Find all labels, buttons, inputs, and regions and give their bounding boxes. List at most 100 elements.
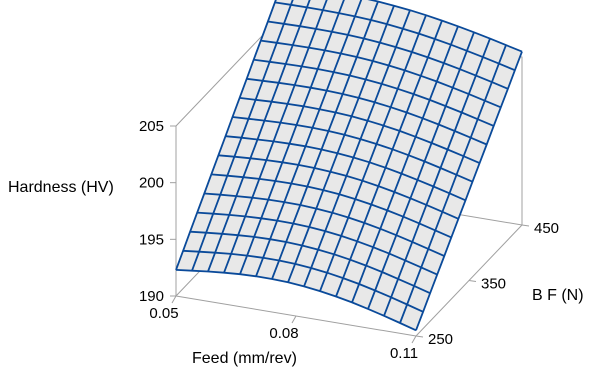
surface-cell (482, 38, 506, 64)
mesh-line-feed (190, 230, 431, 295)
surface-cell (407, 285, 431, 312)
mesh-line-feed (246, 77, 488, 146)
mesh-line-feed (175, 269, 417, 332)
surface-cell (405, 241, 429, 268)
surface-cell (384, 297, 408, 323)
surface-cell (466, 32, 490, 58)
surface-cell (412, 223, 436, 249)
y-tick-mark (521, 224, 530, 227)
surface-cell (454, 112, 478, 138)
surface-cell (433, 168, 457, 194)
surface-cell (442, 193, 466, 219)
surface-cell (410, 179, 434, 205)
surface-cell (463, 137, 487, 164)
surface-cell (413, 75, 437, 100)
mesh-line-bf (383, 38, 491, 317)
mesh-line-feed (211, 173, 452, 239)
surface-cell (435, 211, 459, 238)
surface-cell (470, 119, 494, 145)
mesh-line-bf (255, 0, 363, 277)
surface-cell (436, 63, 460, 88)
surface-cell (408, 136, 432, 162)
surface-cell (429, 81, 453, 107)
surface-cell (440, 149, 464, 175)
surface-cell (419, 204, 443, 231)
surface-cell (355, 180, 379, 205)
surface-cell (427, 39, 451, 64)
surface-cell (417, 161, 441, 187)
mesh-line-feed (225, 135, 466, 202)
surface-cell (364, 204, 388, 229)
surface-cell (357, 222, 381, 248)
surface-cell (396, 216, 420, 242)
surface-cell (336, 278, 360, 303)
z-tick-label: 195 (139, 231, 164, 248)
surface-cell (385, 149, 409, 174)
surface-cell (322, 0, 344, 14)
surface-cell (447, 131, 471, 157)
surface-cell (406, 94, 430, 119)
surface-cell (392, 130, 416, 156)
y-tick-label: 350 (481, 276, 506, 293)
mesh-line-feed (197, 211, 438, 276)
surface-cell (498, 45, 522, 71)
y-tick-label: 250 (428, 331, 453, 348)
surface-mesh (175, 0, 523, 332)
surface-cell (415, 118, 439, 143)
surface-cell (375, 272, 399, 298)
surface-cell (373, 228, 397, 254)
surface-cell (424, 143, 448, 168)
mesh-line-bf (239, 0, 345, 275)
surface-cell (468, 75, 492, 101)
surface-cell (445, 87, 469, 113)
axis-ticks: 190 195 200 205 0.05 0.08 0.11 250 350 450 (139, 118, 559, 362)
surface-cell (450, 26, 474, 51)
surface-cell (459, 50, 483, 76)
mesh-line-bf (335, 20, 443, 297)
surface-cell (452, 69, 476, 95)
x-axis-label: Feed (mm/rev) (192, 350, 297, 367)
y-tick-label: 450 (534, 220, 559, 237)
surface-cell (350, 241, 374, 266)
x-tick-label: 0.05 (149, 305, 178, 322)
mesh-line-feed (260, 39, 502, 109)
surface-cell (414, 267, 438, 294)
surface-cell (491, 63, 515, 89)
surface-cell (398, 260, 422, 286)
surface-cell (449, 174, 473, 201)
surface-cell (380, 210, 404, 236)
z-tick-label: 205 (139, 118, 164, 135)
mesh-line-feed (274, 1, 516, 72)
surface-cell (366, 247, 390, 272)
surface-cell (343, 259, 367, 284)
mesh-line-bf (287, 5, 395, 283)
mesh-line-feed (218, 154, 459, 220)
mesh-line-bf (303, 9, 411, 287)
mesh-line-bf (319, 14, 427, 292)
mesh-line-feed (267, 20, 509, 90)
mesh-line-feed (232, 116, 473, 183)
x-tick-mark (171, 295, 177, 304)
z-axis-label: Hardness (HV) (8, 179, 114, 196)
surface-cell (484, 82, 508, 108)
surface-cell (389, 235, 413, 261)
surface-cell (477, 100, 501, 126)
y-axis-label: B F (N) (532, 287, 584, 304)
mesh-line-feed (204, 192, 445, 257)
surface-cell (456, 156, 480, 182)
surface-cell (434, 20, 458, 45)
surface-cell (359, 265, 383, 291)
surface-cell (368, 290, 392, 316)
surface-cell (443, 44, 467, 70)
surface-cell (390, 88, 414, 113)
z-tick-label: 190 (139, 288, 164, 305)
surface-cell (400, 304, 424, 331)
surface-cell (352, 284, 376, 309)
surface-cell (387, 192, 411, 217)
mesh-line-feed (253, 58, 495, 127)
x-tick-mark (411, 335, 417, 344)
surface-cell (362, 162, 386, 187)
surface-cell (369, 144, 393, 168)
surface-cell (378, 167, 402, 192)
